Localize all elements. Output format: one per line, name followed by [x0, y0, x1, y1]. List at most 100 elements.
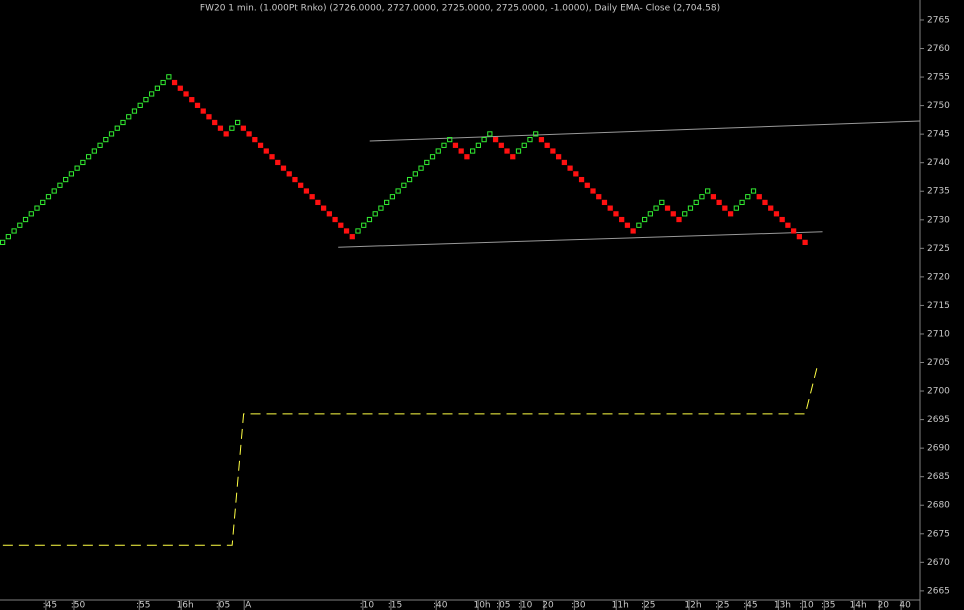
up-brick [401, 182, 407, 188]
y-tick-label: 2675 [927, 529, 950, 539]
up-brick [372, 211, 378, 217]
up-brick [441, 142, 447, 148]
up-brick [34, 205, 40, 211]
y-tick-label: 2710 [927, 329, 950, 339]
up-brick [424, 159, 430, 166]
up-brick [481, 137, 487, 143]
x-tick-label: 10h [473, 601, 490, 610]
down-brick [573, 171, 579, 177]
y-tick-label: 2685 [927, 472, 950, 482]
down-brick [722, 205, 728, 211]
down-brick [263, 148, 269, 154]
down-brick [303, 188, 310, 194]
up-brick [40, 199, 46, 206]
down-brick [177, 85, 183, 91]
down-brick [343, 228, 350, 234]
up-brick [229, 125, 235, 131]
up-brick [68, 171, 75, 177]
x-tick-label: :35 [821, 601, 835, 610]
down-brick [550, 148, 556, 154]
up-brick [447, 137, 453, 143]
up-brick [687, 205, 694, 211]
up-brick [487, 131, 493, 137]
down-brick [326, 211, 332, 217]
down-brick [206, 114, 212, 120]
down-brick [779, 216, 785, 223]
x-tick-label: :45 [743, 601, 757, 610]
up-brick [143, 97, 149, 103]
down-brick [309, 194, 315, 200]
y-tick-label: 2765 [927, 15, 950, 25]
up-brick [85, 154, 92, 160]
down-brick [785, 222, 791, 228]
x-tick-label: 13h [774, 601, 791, 610]
down-brick [538, 137, 545, 143]
up-brick [636, 222, 642, 228]
y-tick-label: 2715 [927, 301, 950, 311]
up-brick [527, 137, 533, 143]
down-brick [492, 137, 499, 143]
down-brick [791, 228, 797, 234]
y-tick-label: 2705 [927, 358, 950, 368]
y-tick-label: 2750 [927, 101, 950, 111]
down-brick [275, 159, 281, 166]
up-brick [74, 165, 80, 171]
y-tick-label: 2695 [927, 415, 950, 425]
up-brick [366, 216, 373, 223]
x-tick-label: :25 [641, 601, 655, 610]
x-tick-label: 20 [878, 601, 890, 610]
up-brick [389, 194, 396, 200]
up-brick [733, 205, 739, 211]
x-tick-label: :30 [571, 601, 586, 610]
down-brick [292, 176, 298, 183]
down-brick [710, 194, 717, 200]
down-brick [802, 239, 808, 245]
x-tick-label: :45 [43, 601, 57, 610]
up-brick [137, 102, 143, 108]
up-brick [739, 199, 745, 206]
up-brick [641, 216, 648, 223]
up-brick [429, 154, 436, 160]
down-brick [556, 154, 562, 160]
down-brick [624, 222, 631, 228]
x-tick-label: :50 [71, 601, 86, 610]
down-brick [315, 199, 321, 206]
y-tick-label: 2690 [927, 444, 950, 454]
up-brick [647, 211, 653, 217]
y-tick-label: 2735 [927, 187, 950, 197]
up-brick [126, 114, 132, 120]
up-brick [160, 79, 166, 86]
down-brick [498, 142, 504, 148]
down-brick [544, 142, 550, 148]
down-brick [338, 222, 344, 228]
down-brick [212, 119, 218, 126]
up-brick [533, 131, 539, 137]
up-brick [51, 188, 57, 194]
up-brick [682, 211, 688, 217]
y-tick-label: 2745 [927, 130, 950, 140]
up-brick [45, 194, 52, 200]
down-brick [257, 142, 264, 148]
down-brick [773, 211, 780, 217]
down-brick [171, 79, 178, 86]
x-tick-label: :15 [388, 601, 402, 610]
down-brick [464, 154, 470, 160]
up-brick [693, 199, 699, 206]
up-brick [745, 194, 751, 200]
up-brick [659, 199, 665, 206]
y-tick-label: 2730 [927, 215, 950, 225]
up-brick [120, 119, 126, 126]
up-brick [406, 176, 413, 183]
up-brick [378, 205, 384, 211]
down-brick [189, 97, 195, 103]
down-brick [676, 216, 682, 223]
up-brick [17, 222, 23, 228]
trend-line [369, 120, 921, 142]
down-brick [567, 165, 573, 171]
down-brick [320, 205, 327, 211]
up-brick [412, 171, 418, 177]
down-brick [286, 171, 292, 177]
y-tick-label: 2720 [927, 272, 950, 282]
up-brick [131, 108, 138, 114]
up-brick [0, 239, 6, 245]
